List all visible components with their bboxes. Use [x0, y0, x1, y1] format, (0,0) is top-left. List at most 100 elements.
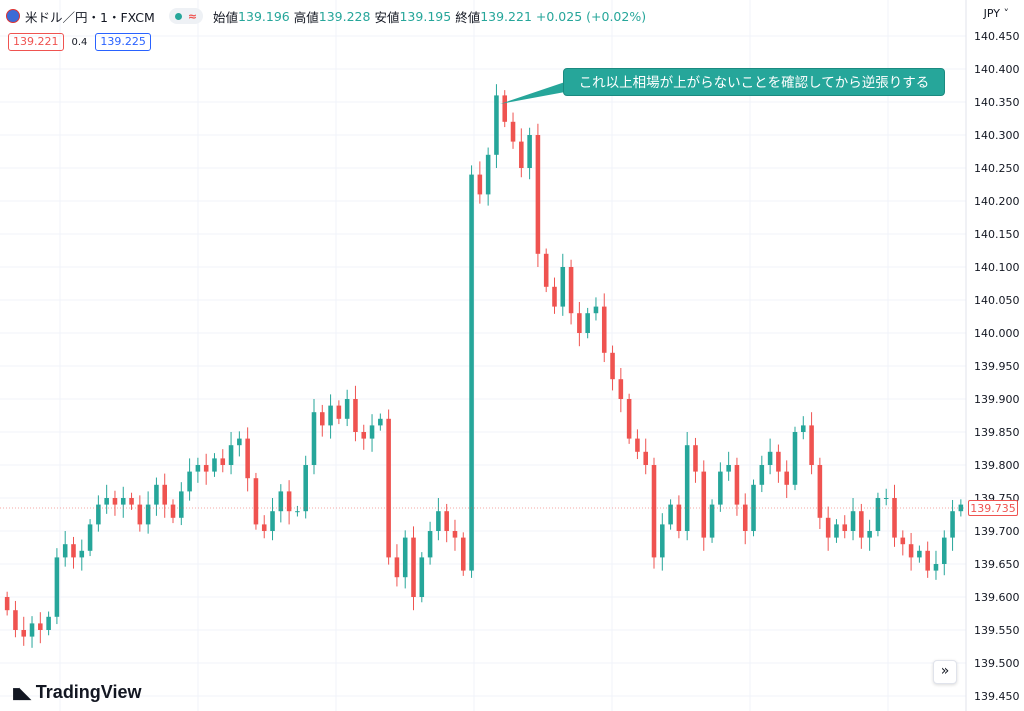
candle-body	[734, 465, 740, 505]
y-tick-label: 140.050	[974, 294, 1020, 307]
candle-body	[718, 471, 723, 505]
candle-body	[767, 451, 773, 465]
open-value: 139.196	[238, 8, 290, 24]
candle-body	[643, 451, 648, 465]
candle-body	[900, 537, 906, 545]
candle-body	[253, 478, 259, 525]
candle-body	[883, 498, 889, 499]
close-label: 終値	[455, 9, 481, 25]
candle-body	[494, 95, 499, 155]
candle-body	[925, 550, 930, 571]
candle-body	[436, 511, 441, 531]
candle-body	[776, 451, 781, 472]
candle-body	[320, 412, 325, 426]
candle-body	[13, 610, 18, 630]
buy-button[interactable]: 139.225	[95, 33, 151, 51]
y-tick-label: 140.350	[974, 96, 1020, 109]
y-tick-label: 139.800	[974, 459, 1020, 472]
candle-body	[120, 498, 126, 505]
candle-body	[568, 267, 574, 314]
candle-body	[834, 524, 839, 538]
candle-body	[170, 504, 176, 518]
candle-body	[71, 544, 76, 558]
candle-body	[112, 498, 118, 505]
candle-body	[427, 531, 433, 558]
candle-body	[444, 511, 449, 531]
candle-body	[527, 135, 532, 168]
y-tick-label: 140.250	[974, 162, 1020, 175]
high-label: 高値	[293, 9, 319, 25]
price-axis: 140.450 140.400 140.350 140.300 140.250 140.2…	[974, 30, 1020, 703]
candle-body	[684, 445, 690, 531]
candle-body	[917, 550, 922, 558]
y-tick-label: 140.150	[974, 228, 1020, 241]
candle-body	[933, 564, 939, 571]
candle-body	[361, 432, 367, 439]
candle-body	[477, 174, 483, 195]
chevron-down-icon: ˅	[1000, 7, 1009, 20]
trade-buttons: 139.221 0.4 139.225	[8, 33, 151, 51]
double-chevron-right-icon: »	[940, 663, 950, 679]
candle-body	[336, 405, 342, 419]
y-tick-label: 139.600	[974, 591, 1020, 604]
candle-body	[892, 498, 897, 538]
candle-body	[668, 504, 673, 525]
annotation-callout[interactable]: これ以上相場が上がらないことを確認してから逆張りする	[563, 68, 945, 96]
sell-button[interactable]: 139.221	[8, 33, 64, 51]
chart-grid	[0, 0, 966, 711]
candle-body	[709, 504, 715, 538]
candle-body	[402, 537, 408, 578]
candlestick-series	[4, 84, 964, 648]
callout-pointer	[500, 82, 565, 104]
wave-icon: ≈	[187, 9, 198, 23]
candle-body	[452, 531, 458, 538]
candle-body	[237, 438, 242, 446]
candle-body	[726, 465, 731, 472]
y-tick-label: 139.500	[974, 657, 1020, 670]
candle-body	[817, 465, 823, 518]
candle-body	[875, 498, 881, 531]
candle-body	[635, 438, 640, 452]
candle-body	[593, 306, 599, 314]
tradingview-logo[interactable]: ▮◣ TradingView	[12, 682, 142, 703]
candle-body	[626, 399, 632, 439]
candle-body	[742, 504, 748, 531]
y-tick-label: 140.450	[974, 30, 1020, 43]
tradingview-mark-icon: ▮◣	[12, 684, 31, 702]
symbol-title[interactable]: 米ドル／円・1・FXCM	[25, 9, 155, 25]
candle-body	[585, 313, 590, 333]
y-tick-label: 140.200	[974, 195, 1020, 208]
candle-body	[908, 544, 914, 558]
y-tick-label: 139.450	[974, 690, 1020, 703]
y-tick-label: 140.400	[974, 63, 1020, 76]
candle-body	[154, 484, 159, 505]
candle-body	[618, 379, 624, 399]
candle-body	[29, 623, 35, 637]
candle-body	[651, 465, 657, 558]
candle-body	[261, 524, 267, 531]
market-status-pill[interactable]: ≈	[168, 8, 204, 24]
candle-body	[825, 517, 831, 538]
open-label: 始値	[213, 9, 239, 25]
candle-body	[96, 504, 101, 525]
candle-body	[104, 498, 109, 505]
candle-body	[187, 471, 192, 492]
candle-body	[676, 504, 682, 531]
candle-body	[278, 491, 284, 512]
close-value: 139.221	[480, 8, 532, 24]
candle-body	[543, 253, 549, 287]
currency-label: JPY	[983, 7, 1000, 20]
y-tick-label: 139.900	[974, 393, 1020, 406]
candle-body	[295, 511, 300, 513]
last-price-label: 139.735	[968, 500, 1018, 516]
candle-body	[577, 313, 582, 333]
scroll-to-realtime-button[interactable]: »	[933, 660, 957, 684]
candle-body	[38, 623, 43, 630]
currency-selector[interactable]: JPY ˅	[984, 7, 1009, 20]
candle-body	[859, 511, 864, 538]
candle-body	[203, 465, 209, 472]
candle-body	[419, 557, 425, 597]
candle-body	[801, 425, 806, 432]
candle-body	[950, 511, 955, 538]
